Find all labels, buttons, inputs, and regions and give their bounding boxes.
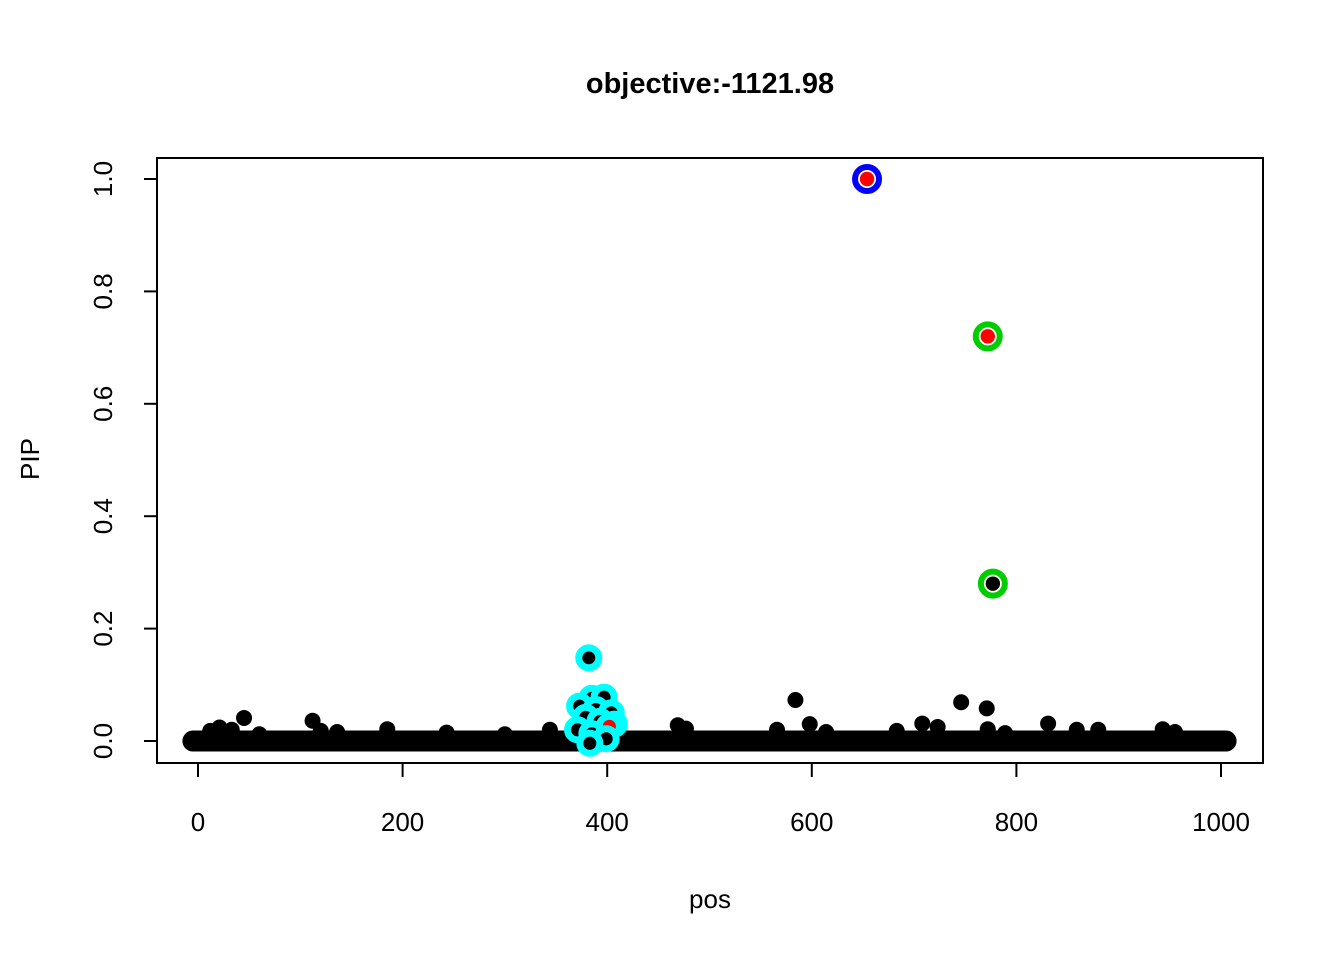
- data-point: [1090, 721, 1107, 738]
- x-tick-label: 200: [381, 807, 424, 837]
- data-point: [801, 716, 818, 733]
- data-point: [223, 721, 240, 738]
- data-point: [251, 726, 268, 743]
- data-point: [997, 725, 1014, 742]
- cluster-point: [583, 736, 597, 750]
- data-point: [329, 724, 346, 741]
- data-point: [312, 722, 329, 739]
- highlight-ring: [972, 321, 1003, 352]
- data-point: [953, 694, 970, 711]
- cluster-point: [582, 651, 596, 665]
- data-point: [914, 715, 931, 732]
- data-point: [1154, 721, 1171, 738]
- highlight-point: [985, 576, 1001, 591]
- data-point: [236, 709, 253, 726]
- data-point: [818, 724, 835, 741]
- data-point: [1040, 715, 1057, 732]
- y-tick-label: 0.8: [88, 273, 118, 309]
- x-tick-label: 600: [790, 807, 833, 837]
- data-point: [1166, 724, 1183, 741]
- data-point: [1068, 721, 1085, 738]
- data-point: [978, 700, 995, 717]
- data-point: [888, 722, 905, 739]
- highlight-point: [980, 329, 995, 344]
- y-tick-label: 0.0: [88, 723, 118, 759]
- highlight-ring: [977, 568, 1008, 599]
- data-point: [787, 691, 804, 708]
- data-point: [211, 719, 228, 736]
- cluster-ring: [576, 729, 604, 757]
- data-point: [677, 720, 694, 737]
- x-tick-label: 0: [191, 807, 205, 837]
- data-point: [541, 721, 558, 738]
- y-tick-label: 1.0: [88, 161, 118, 197]
- y-tick-label: 0.4: [88, 498, 118, 534]
- y-tick-label: 0.2: [88, 611, 118, 647]
- cluster-ring: [575, 644, 603, 672]
- data-point: [496, 726, 513, 743]
- plot-box: [156, 157, 1264, 764]
- highlight-point: [859, 171, 875, 187]
- x-tick-label: 400: [586, 807, 629, 837]
- highlight-ring: [852, 164, 883, 194]
- x-axis-label: pos: [689, 884, 731, 914]
- data-point: [929, 718, 946, 735]
- y-tick-label: 0.6: [88, 386, 118, 422]
- data-point: [438, 724, 455, 741]
- data-point: [979, 721, 996, 738]
- x-tick-label: 800: [995, 807, 1038, 837]
- data-point: [379, 721, 396, 738]
- plot-title: objective:-1121.98: [585, 68, 835, 100]
- data-point: [769, 721, 786, 738]
- x-tick-label: 1000: [1192, 807, 1250, 837]
